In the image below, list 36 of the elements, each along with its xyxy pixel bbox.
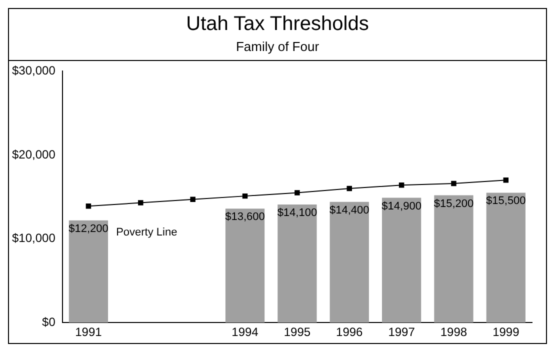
point xyxy=(451,180,456,186)
x-tick-label: 1995 xyxy=(284,325,311,340)
x-tick-label: 1991 xyxy=(75,325,102,340)
bar xyxy=(278,204,317,323)
bar xyxy=(434,195,474,323)
y-tick-label: $10,000 xyxy=(12,231,56,246)
y-tick-label: $0 xyxy=(42,314,56,329)
x-tick-label: 1996 xyxy=(336,325,364,340)
point xyxy=(190,196,196,202)
chart-subtitle: Family of Four xyxy=(234,39,320,54)
data-label: $15,200 xyxy=(434,198,474,210)
point xyxy=(398,182,404,188)
series-label: Poverty Line xyxy=(116,226,178,238)
point xyxy=(294,190,300,196)
bar xyxy=(382,198,422,323)
data-label: $13,600 xyxy=(225,211,265,224)
y-tick-label: $30,000 xyxy=(12,64,56,78)
x-tick-label: 1994 xyxy=(232,325,259,340)
x-tick-label: 1999 xyxy=(492,325,520,340)
y-tick-label: $20,000 xyxy=(12,147,56,162)
point xyxy=(138,200,144,206)
x-tick-label: 1997 xyxy=(388,325,416,340)
bar xyxy=(68,220,108,323)
point xyxy=(503,178,509,183)
x-tick-label: 1998 xyxy=(440,325,468,340)
chart-title: Utah Tax Thresholds xyxy=(185,13,370,36)
point xyxy=(242,193,248,199)
bar xyxy=(486,192,526,323)
point xyxy=(346,186,352,192)
data-label: $12,200 xyxy=(68,222,108,235)
bar xyxy=(330,202,369,323)
bar xyxy=(225,208,265,323)
data-label: $15,500 xyxy=(486,195,526,208)
point xyxy=(86,203,92,209)
data-label: $14,100 xyxy=(277,206,318,219)
data-label: $14,400 xyxy=(329,204,370,216)
